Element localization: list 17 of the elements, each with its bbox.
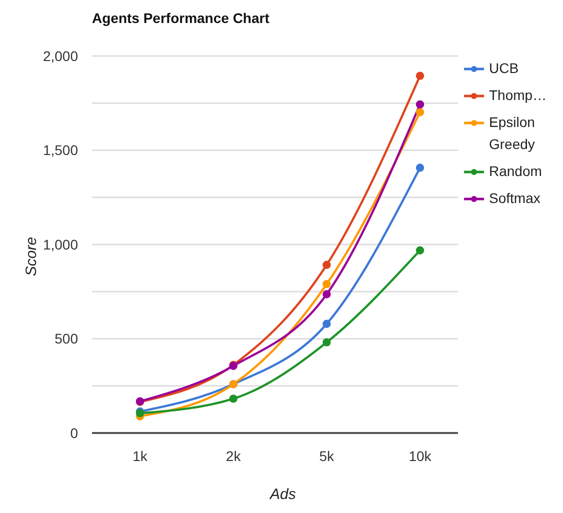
- y-tick-label: 2,000: [42, 48, 78, 64]
- y-tick-label: 0: [70, 424, 78, 441]
- y-axis-title: Score: [23, 236, 40, 276]
- x-tick-label: 5k: [319, 448, 336, 464]
- x-tick-label: 1k: [132, 448, 148, 464]
- legend-label: Softmax: [489, 189, 540, 208]
- y-tick-label: 500: [54, 330, 78, 347]
- y-tick-label: 1,000: [42, 236, 78, 252]
- legend-label: Random: [489, 162, 542, 181]
- x-tick-label: 2k: [226, 448, 242, 464]
- legend-label: Thomp…: [489, 86, 547, 105]
- legend-label: Epsilon Greedy: [489, 113, 536, 154]
- x-axis-title: Ads: [270, 486, 296, 503]
- legend-label: UCB: [489, 59, 519, 78]
- x-tick-label: 10k: [408, 448, 432, 464]
- chart-title: Agents Performance Chart: [92, 10, 270, 26]
- y-tick-label: 1,500: [42, 142, 78, 158]
